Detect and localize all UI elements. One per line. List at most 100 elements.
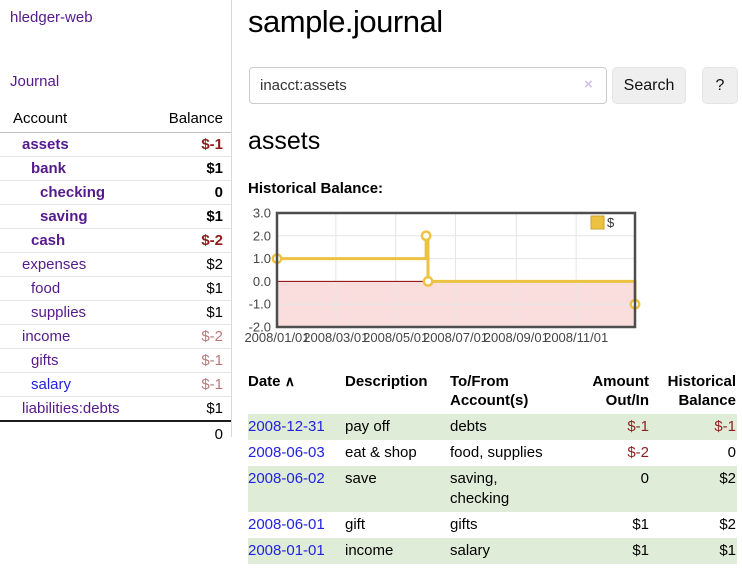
account-balance: $-2 — [201, 232, 223, 249]
column-header-date[interactable]: Date ∧ — [248, 373, 295, 390]
accounts-total-value: 0 — [214, 426, 223, 443]
search-input[interactable] — [249, 67, 607, 104]
data-point-marker — [422, 276, 434, 287]
transaction-accounts: gifts — [450, 516, 478, 533]
register-header-row: Date ∧ Description To/From Account(s) Am… — [248, 370, 737, 414]
historical-balance-chart: $3.0 2.0 1.0 0.0 -1.0 -2.0 2008/01/01 2008/03/0… — [240, 205, 740, 353]
account-row: gifts $-1 — [0, 349, 231, 373]
help-button[interactable]: ? — [702, 67, 738, 104]
account-link[interactable]: income — [22, 328, 71, 345]
account-row: salary $-1 — [0, 373, 231, 397]
column-header-description: Description — [345, 373, 428, 390]
transaction-description: pay off — [345, 414, 450, 440]
transaction-amount: $1 — [562, 538, 650, 564]
chart-title: Historical Balance: — [248, 180, 384, 197]
transaction-row: 2008-12-31 pay off debts $-1 $-1 — [248, 414, 737, 440]
column-header-balance: Historical Balance — [667, 373, 736, 409]
y-tick-label: 1.0 — [253, 251, 271, 266]
account-row: checking 0 — [0, 181, 231, 205]
accounts-header-balance: Balance — [168, 110, 223, 127]
sidebar: hledger-web Journal Account Balance asse… — [0, 0, 232, 443]
account-link[interactable]: salary — [31, 376, 72, 393]
transaction-accounts: food, supplies — [450, 444, 543, 461]
transaction-row: 2008-06-03 eat & shop food, supplies $-2 0 — [248, 440, 737, 466]
x-tick-label: 2008/09/01 — [484, 330, 549, 345]
account-balance: $-1 — [201, 376, 223, 393]
x-tick-label: 2008/11/01 — [544, 330, 608, 345]
account-link[interactable]: cash — [31, 232, 66, 249]
page-title: sample.journal — [248, 4, 443, 39]
transaction-description: eat & shop — [345, 444, 417, 461]
register-table: Date ∧ Description To/From Account(s) Am… — [248, 370, 737, 564]
account-link[interactable]: bank — [31, 160, 67, 177]
transaction-amount: $-2 — [627, 444, 649, 461]
x-tick-label: 2008/07/01 — [423, 330, 488, 345]
chart-border — [275, 211, 637, 329]
account-link[interactable]: supplies — [31, 304, 87, 321]
account-heading: assets — [248, 127, 321, 155]
account-balance: $1 — [206, 208, 223, 225]
y-tick-label: 2.0 — [253, 228, 271, 243]
transaction-date-link[interactable]: 2008-06-02 — [248, 470, 325, 487]
account-link[interactable]: checking — [40, 184, 106, 201]
account-row: expenses $2 — [0, 253, 231, 277]
transaction-date-link[interactable]: 2008-06-01 — [248, 516, 325, 533]
transaction-date-link[interactable]: 2008-06-03 — [248, 444, 325, 461]
account-link[interactable]: expenses — [22, 256, 87, 273]
x-tick-label: 2008/05/01 — [363, 330, 428, 345]
app-brand-link[interactable]: hledger-web — [10, 9, 93, 26]
clear-search-icon[interactable]: × — [584, 76, 593, 93]
legend-swatch — [590, 215, 605, 230]
transaction-description: save — [345, 466, 450, 512]
transaction-balance: $2 — [719, 516, 736, 533]
account-row: bank $1 — [0, 157, 231, 181]
x-tick-label: 2008/03/01 — [303, 330, 368, 345]
account-balance: $-2 — [201, 328, 223, 345]
account-row: assets $-1 — [0, 133, 231, 157]
main-content: sample.journal × Search ? assets Histori… — [244, 0, 742, 564]
account-row: liabilities:debts $1 — [0, 397, 231, 420]
account-balance: 0 — [214, 184, 223, 201]
transaction-description: gift — [345, 516, 366, 533]
y-tick-label: 0.0 — [253, 274, 271, 289]
account-balance: $1 — [206, 304, 223, 321]
column-header-accounts: To/From Account(s) — [450, 373, 529, 409]
data-point-marker — [420, 230, 432, 242]
account-link[interactable]: food — [31, 280, 61, 297]
accounts-table-header: Account Balance — [0, 108, 231, 133]
transaction-date-link[interactable]: 2008-12-31 — [248, 418, 325, 435]
account-row: cash $-2 — [0, 229, 231, 253]
account-link[interactable]: assets — [22, 136, 69, 153]
transaction-accounts: salary — [450, 538, 562, 564]
accounts-total-row: 0 — [0, 420, 231, 446]
transaction-row: 2008-06-02 save saving, checking 0 $2 — [248, 466, 737, 512]
transaction-balance: $1 — [650, 538, 737, 564]
transaction-accounts: debts — [450, 414, 562, 440]
y-tick-label: -2.0 — [249, 320, 271, 335]
account-row: saving $1 — [0, 205, 231, 229]
column-header-amount: Amount Out/In — [592, 373, 649, 409]
account-link[interactable]: saving — [40, 208, 88, 225]
legend-label: $ — [607, 215, 615, 230]
transaction-balance: $-1 — [650, 414, 737, 440]
chart-svg: $3.0 2.0 1.0 0.0 -1.0 -2.02008/01/012008/03/0… — [244, 206, 641, 345]
transaction-accounts: saving, checking — [450, 466, 562, 512]
account-balance: $2 — [206, 256, 223, 273]
account-row: supplies $1 — [0, 301, 231, 325]
transaction-balance: $2 — [650, 466, 737, 512]
search-bar: × Search ? — [248, 67, 742, 104]
search-button[interactable]: Search — [612, 67, 686, 104]
account-link[interactable]: liabilities:debts — [22, 400, 120, 417]
account-link[interactable]: gifts — [31, 352, 59, 369]
transaction-amount: 0 — [562, 466, 650, 512]
transaction-description: income — [345, 538, 450, 564]
transaction-row: 2008-06-01 gift gifts $1 $2 — [248, 512, 737, 538]
transaction-amount: $1 — [632, 516, 649, 533]
account-balance: $-1 — [201, 352, 223, 369]
nav-journal-link[interactable]: Journal — [10, 73, 60, 90]
account-balance: $1 — [206, 280, 223, 297]
account-balance: $1 — [206, 160, 223, 177]
transaction-amount: $-1 — [562, 414, 650, 440]
transaction-date-link[interactable]: 2008-01-01 — [248, 542, 325, 559]
account-row: income $-2 — [0, 325, 231, 349]
